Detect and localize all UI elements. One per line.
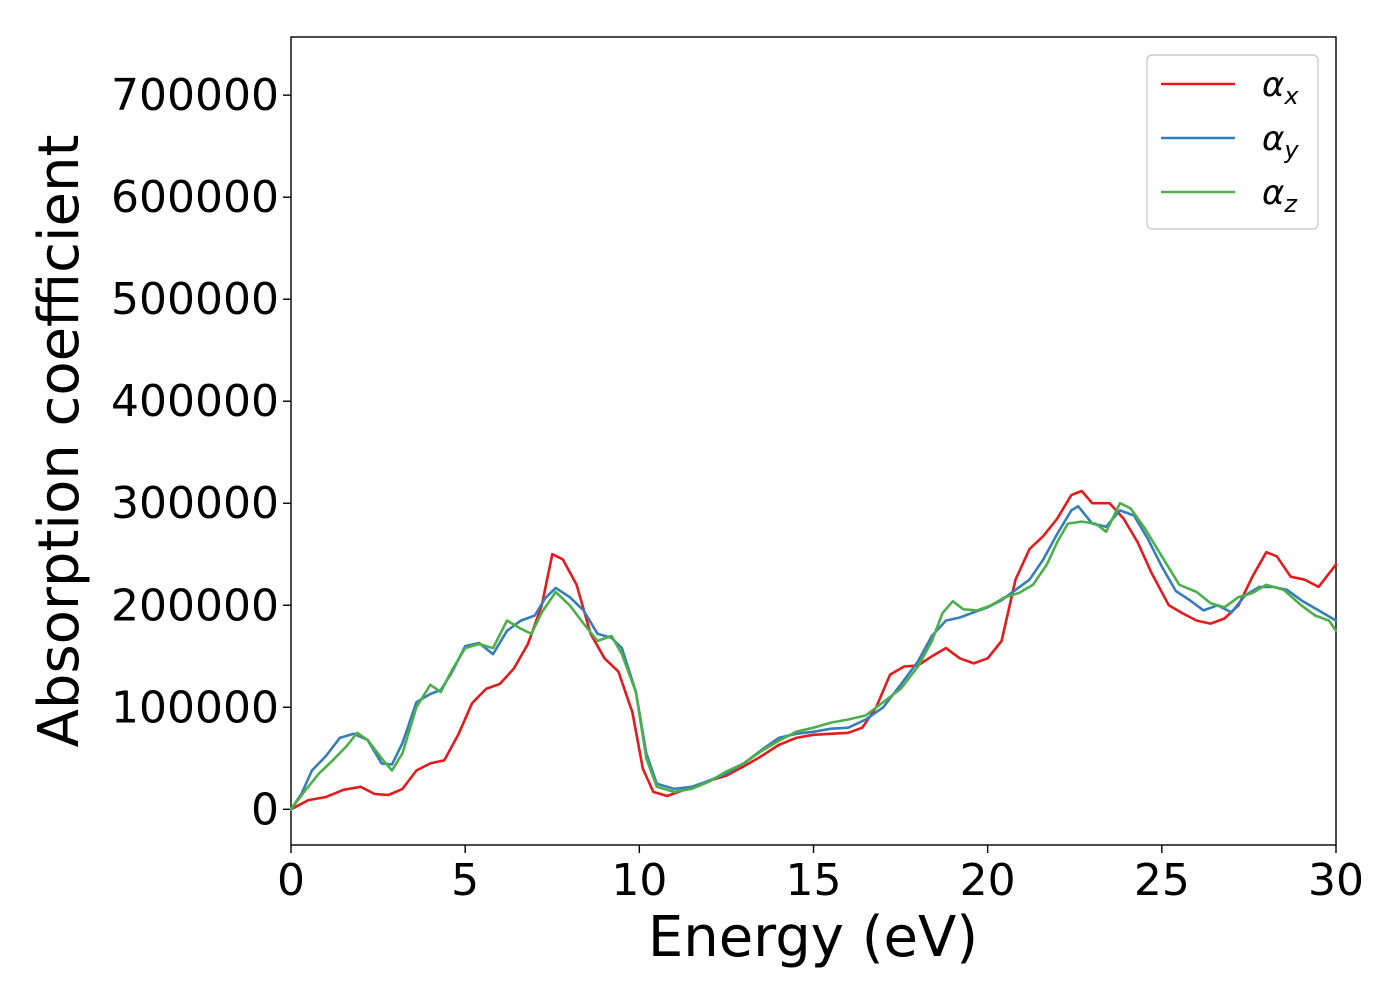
x-axis-title: Energy (eV) — [648, 905, 978, 970]
legend-label-symbol: α — [1262, 65, 1284, 105]
x-tick-label: 30 — [1308, 855, 1364, 906]
legend-label-symbol: α — [1262, 173, 1284, 213]
x-tick-label: 25 — [1134, 855, 1190, 906]
y-tick-label: 0 — [251, 784, 279, 835]
legend-label-alpha-y: αy — [1262, 119, 1299, 164]
x-tick-label: 10 — [611, 855, 667, 906]
series-layer — [289, 489, 1338, 811]
y-tick-label: 100000 — [111, 682, 279, 733]
y-axis-title: Absorption coefficient — [27, 135, 92, 748]
x-tick-label: 0 — [277, 855, 305, 906]
x-tick-label: 5 — [451, 855, 479, 906]
y-tick-label: 500000 — [111, 274, 279, 325]
y-tick-label: 400000 — [111, 376, 279, 427]
legend-label-subscript: z — [1283, 190, 1298, 218]
y-axis: 0 100000 200000 300000 400000 500000 600000 700… — [111, 70, 291, 835]
y-tick-label: 700000 — [111, 70, 279, 121]
x-tick-label: 20 — [960, 855, 1016, 906]
legend-label-alpha-x: αx — [1262, 65, 1299, 110]
x-axis: 0 5 10 15 20 25 30 — [277, 845, 1364, 906]
legend-box — [1146, 54, 1319, 230]
x-tick-label: 15 — [786, 855, 842, 906]
y-tick-label: 200000 — [111, 580, 279, 631]
series-line-alpha-x — [289, 489, 1338, 811]
legend-label-subscript: y — [1283, 136, 1299, 164]
legend-label-subscript: x — [1283, 82, 1299, 110]
legend-label-symbol: α — [1262, 119, 1284, 159]
series-line-alpha-z — [289, 501, 1338, 811]
legend-label-alpha-z: αz — [1262, 173, 1298, 218]
y-tick-label: 600000 — [111, 172, 279, 223]
y-tick-label: 300000 — [111, 478, 279, 529]
